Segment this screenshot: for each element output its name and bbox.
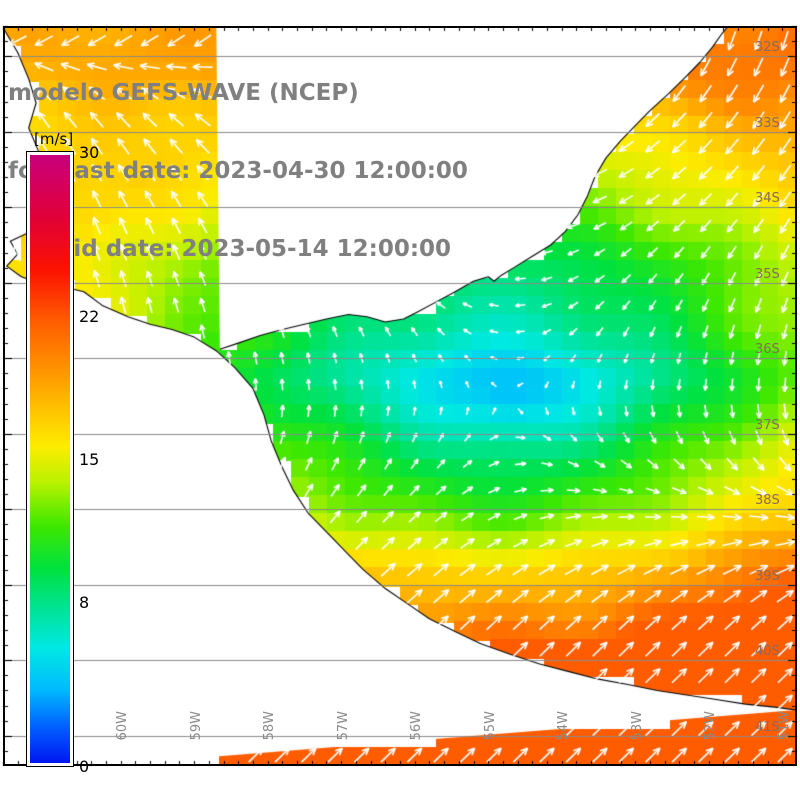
colorbar [26, 151, 74, 767]
latitude-label-38S: 38S [755, 493, 780, 509]
longitude-label-55W: 55W [482, 711, 498, 741]
colorbar-tick-30: 30 [79, 143, 100, 162]
latitude-label-41S: 41S [755, 719, 780, 735]
latitude-label-34S: 34S [755, 191, 780, 207]
longitude-label-57W: 57W [335, 711, 351, 741]
colorbar-tick-0: 0 [79, 757, 90, 776]
latitude-label-32S: 32S [755, 40, 780, 56]
latitude-label-37S: 37S [755, 417, 780, 433]
longitude-label-56W: 56W [409, 711, 425, 741]
longitude-label-58W: 58W [262, 711, 278, 741]
longitude-label-54W: 54W [556, 711, 572, 741]
longitude-label-60W: 60W [115, 711, 131, 741]
model-title: modelo GEFS-WAVE (NCEP) [8, 80, 359, 106]
colorbar-tick-22: 22 [79, 306, 100, 326]
colorbar-unit-label: [m/s] [34, 130, 74, 148]
valid-date-label: valid date: 2023-05-14 12:00:00 [34, 236, 452, 262]
longitude-label-52W: 52W [703, 711, 719, 741]
colorbar-tick-8: 8 [79, 593, 90, 613]
latitude-label-35S: 35S [755, 266, 780, 282]
longitude-label-59W: 59W [188, 711, 204, 741]
latitude-label-33S: 33S [755, 115, 780, 131]
latitude-label-36S: 36S [755, 342, 780, 358]
latitude-label-39S: 39S [755, 568, 780, 584]
latitude-label-40S: 40S [755, 644, 780, 660]
longitude-label-53W: 53W [629, 711, 645, 741]
map-title-block: modelo GEFS-WAVE (NCEP) forecast date: 2… [8, 28, 478, 314]
colorbar-tick-15: 15 [79, 450, 100, 469]
colorbar-gradient [26, 151, 74, 767]
